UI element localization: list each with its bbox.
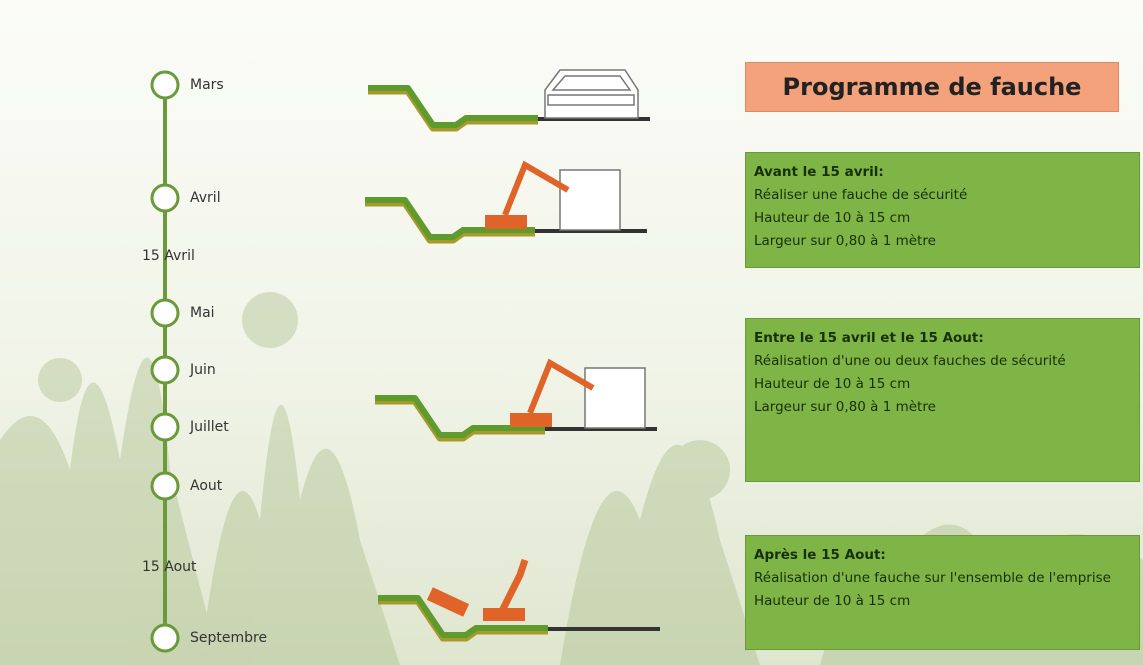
box-heading: Après le 15 Aout:	[754, 544, 1131, 567]
info-box: Avant le 15 avril: Réaliser une fauche d…	[745, 152, 1140, 268]
timeline-node	[152, 414, 178, 440]
tractor	[585, 368, 645, 428]
box-line: Hauteur de 10 à 15 cm	[754, 590, 1131, 613]
month-label: Juin	[189, 362, 216, 378]
month-label: Septembre	[190, 630, 267, 646]
box-line: Hauteur de 10 à 15 cm	[754, 207, 1131, 230]
mower-head	[485, 215, 527, 229]
timeline-node	[152, 357, 178, 383]
car-icon	[545, 70, 638, 118]
month-label: Avril	[190, 190, 221, 206]
tractor	[560, 170, 620, 230]
box-line: Largeur sur 0,80 à 1 mètre	[754, 396, 1079, 419]
box-line: Réalisation d'une fauche sur l'ensemble …	[754, 567, 1131, 590]
mower-arm	[530, 363, 593, 413]
mower-head	[510, 413, 552, 427]
info-box: Après le 15 Aout: Réalisation d'une fauc…	[745, 535, 1140, 650]
mower-head	[427, 587, 469, 617]
date-label: 15 Avril	[142, 248, 195, 264]
month-label: Mai	[190, 305, 215, 321]
mower-arm	[505, 165, 568, 215]
box-line: Largeur sur 0,80 à 1 mètre	[754, 230, 1131, 253]
timeline-node	[152, 185, 178, 211]
info-box: Entre le 15 avril et le 15 Aout: Réalisa…	[745, 318, 1140, 482]
timeline-node	[152, 300, 178, 326]
box-heading: Entre le 15 avril et le 15 Aout:	[754, 327, 1079, 350]
mower-arm	[500, 560, 525, 615]
timeline-node	[152, 625, 178, 651]
page: Mars Avril Mai Juin Juillet Aout Septembre 15 A…	[0, 0, 1143, 665]
timeline-node	[152, 473, 178, 499]
month-label: Aout	[190, 478, 223, 494]
title-box: Programme de fauche	[745, 62, 1119, 112]
date-label: 15 Aout	[142, 559, 197, 575]
box-heading: Avant le 15 avril:	[754, 161, 1131, 184]
timeline-node	[152, 72, 178, 98]
month-label: Juillet	[189, 419, 229, 435]
box-line: Réalisation d'une ou deux fauches de séc…	[754, 350, 1079, 373]
month-label: Mars	[190, 77, 224, 93]
box-line: Réaliser une fauche de sécurité	[754, 184, 1131, 207]
box-line: Hauteur de 10 à 15 cm	[754, 373, 1079, 396]
mower-head	[483, 608, 525, 621]
